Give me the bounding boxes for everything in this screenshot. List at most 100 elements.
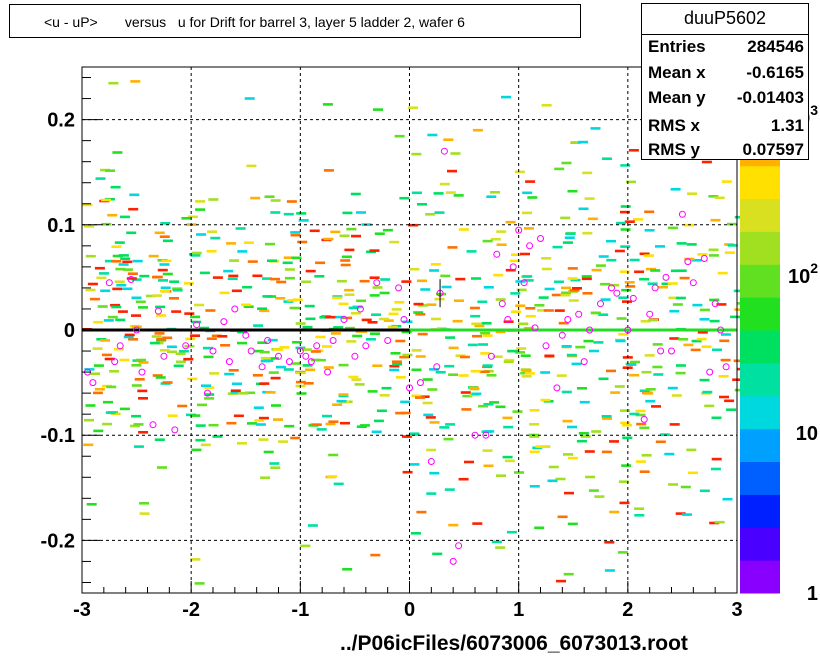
palette-segment <box>740 198 780 232</box>
heatmap-cell <box>348 306 359 310</box>
profile-point <box>706 368 714 376</box>
heatmap-cell <box>551 293 562 297</box>
heatmap-cell <box>635 413 646 417</box>
heatmap-cell <box>718 375 729 378</box>
heatmap-cell <box>469 386 479 390</box>
heatmap-cell <box>620 228 631 231</box>
heatmap-cell <box>290 231 301 234</box>
profile-point <box>127 276 135 283</box>
heatmap-cell <box>135 300 146 304</box>
heatmap-cell <box>445 423 456 426</box>
heatmap-cell <box>520 354 531 357</box>
heatmap-cell <box>138 397 148 400</box>
heatmap-cell <box>350 192 361 196</box>
stats-box: duuP5602 Entries 284546 Mean x -0.6165 M… <box>641 3 809 160</box>
heatmap-cell <box>578 140 589 144</box>
heatmap-cell <box>506 530 517 534</box>
heatmap-cell <box>443 138 454 141</box>
heatmap-cell <box>205 309 216 312</box>
heatmap-cell <box>619 270 630 273</box>
heatmap-cell <box>595 264 606 267</box>
heatmap-cell <box>561 161 572 165</box>
profile-point <box>302 352 310 360</box>
heatmap-cell <box>570 278 581 282</box>
heatmap-cell <box>105 411 116 414</box>
heatmap-cell <box>265 391 276 394</box>
heatmap-cell <box>263 450 274 454</box>
stats-value: 1.31 <box>770 116 804 135</box>
heatmap-cell <box>212 435 223 438</box>
x-tick-label: 0 <box>404 599 415 621</box>
heatmap-cell <box>510 292 521 295</box>
heatmap-cell <box>466 250 477 253</box>
heatmap-cell <box>283 368 294 371</box>
profile-point <box>220 318 228 326</box>
heatmap-cell <box>515 280 526 283</box>
heatmap-cell <box>482 239 493 243</box>
heatmap-cell <box>590 311 601 315</box>
heatmap-cell <box>122 268 133 271</box>
heatmap-cell <box>253 349 264 353</box>
heatmap-cell <box>162 381 173 384</box>
heatmap-cell <box>228 274 239 278</box>
heatmap-cell <box>434 297 445 301</box>
heatmap-cell <box>156 338 167 341</box>
heatmap-cell <box>523 279 534 282</box>
heatmap-cell <box>94 387 105 391</box>
heatmap-cell <box>600 282 611 286</box>
heatmap-cell <box>620 409 630 412</box>
heatmap-cell <box>538 296 549 299</box>
heatmap-cell <box>702 390 713 394</box>
heatmap-cell <box>305 317 316 321</box>
heatmap-cell <box>111 260 122 263</box>
heatmap-cell <box>270 199 281 202</box>
heatmap-cell <box>136 358 146 362</box>
heatmap-cell <box>710 467 721 471</box>
heatmap-cell <box>634 507 645 510</box>
stats-value: 284546 <box>747 37 804 56</box>
heatmap-cell <box>699 318 710 321</box>
heatmap-cell <box>541 257 552 260</box>
heatmap-cell <box>560 216 571 220</box>
palette-segment <box>740 560 780 594</box>
heatmap-cell <box>290 233 301 237</box>
x-tick-label: 3 <box>731 599 742 621</box>
heatmap-cell <box>270 466 281 469</box>
z-tick-exponent: 3 <box>810 102 818 118</box>
heatmap-cell <box>158 279 168 282</box>
heatmap-cell <box>93 364 104 367</box>
heatmap-cell <box>483 403 494 406</box>
heatmap-cell <box>425 213 436 216</box>
heatmap-cell <box>565 232 576 235</box>
heatmap-cell <box>721 180 732 183</box>
heatmap-cell <box>445 191 456 194</box>
heatmap-cell <box>124 333 135 337</box>
heatmap-cell <box>237 330 248 334</box>
heatmap-cell <box>661 282 672 286</box>
heatmap-cell <box>370 332 380 335</box>
heatmap-cell <box>149 341 160 345</box>
heatmap-cell <box>636 460 646 463</box>
heatmap-cell <box>162 239 173 243</box>
heatmap-cell <box>342 211 353 215</box>
heatmap-cell <box>138 306 148 309</box>
profile-point <box>520 279 528 287</box>
heatmap-cell <box>86 503 97 506</box>
heatmap-cell <box>620 421 631 425</box>
z-tick-label: 10 <box>796 423 818 445</box>
heatmap-cell <box>585 475 596 479</box>
heatmap-cell <box>108 81 119 85</box>
heatmap-cell <box>606 369 616 373</box>
heatmap-cell <box>444 488 455 491</box>
heatmap-cell <box>714 196 725 200</box>
heatmap-cell <box>621 464 632 467</box>
heatmap-cell <box>323 169 334 172</box>
heatmap-cell <box>388 312 399 316</box>
heatmap-cell <box>379 317 390 321</box>
heatmap-cell <box>336 399 347 403</box>
heatmap-cell <box>450 152 461 155</box>
heatmap-cell <box>644 229 655 232</box>
heatmap-cell <box>122 260 133 264</box>
heatmap-cell <box>629 373 640 377</box>
heatmap-cell <box>629 412 640 416</box>
